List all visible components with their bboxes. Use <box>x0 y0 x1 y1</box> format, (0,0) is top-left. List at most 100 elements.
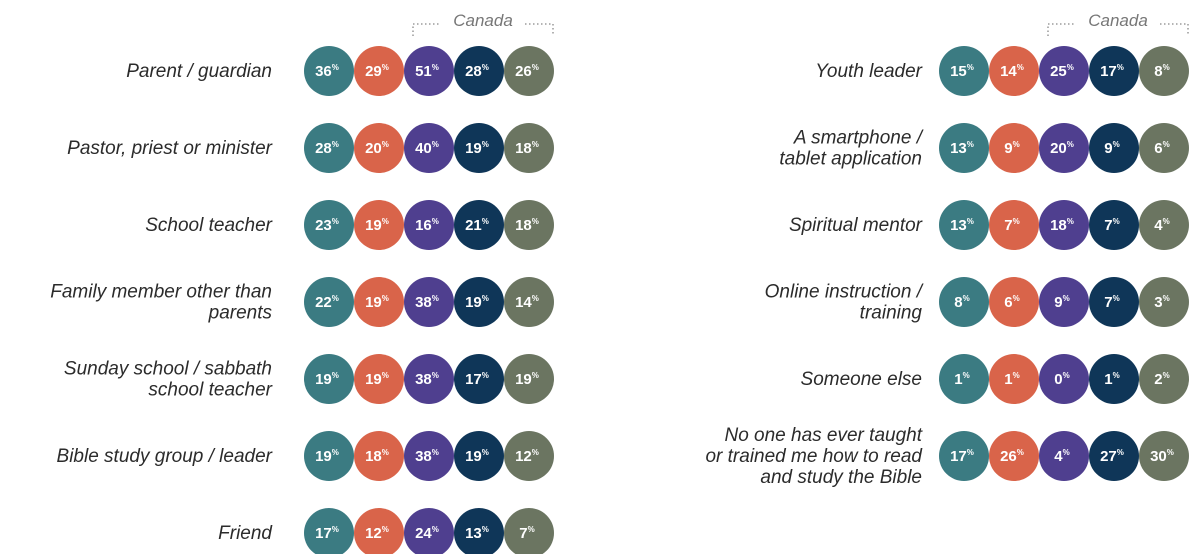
value-circle <box>404 46 454 96</box>
value-number: 19 <box>365 371 382 388</box>
value-circle <box>504 46 554 96</box>
value-label: 13% <box>950 140 974 157</box>
value-number: 9 <box>1104 140 1112 157</box>
value-circle <box>939 46 989 96</box>
value-circle <box>989 431 1039 481</box>
value-unit: % <box>382 371 389 380</box>
value-number: 8 <box>954 294 962 311</box>
value-label: 7% <box>1104 294 1119 311</box>
value-circle <box>304 431 354 481</box>
value-unit: % <box>332 63 339 72</box>
value-unit: % <box>963 294 970 303</box>
value-circle <box>939 200 989 250</box>
value-circle <box>1139 200 1189 250</box>
value-circle <box>354 508 404 554</box>
value-unit: % <box>1063 294 1070 303</box>
value-circle <box>939 123 989 173</box>
value-label: 17% <box>950 448 974 465</box>
value-label: 17% <box>315 525 339 542</box>
value-unit: % <box>967 217 974 226</box>
value-number: 17 <box>1100 63 1117 80</box>
value-number: 38 <box>415 448 432 465</box>
value-circle <box>989 46 1039 96</box>
value-unit: % <box>382 217 389 226</box>
value-circle <box>354 277 404 327</box>
value-unit: % <box>432 217 439 226</box>
value-label: 1% <box>1104 371 1119 388</box>
value-label: 14% <box>1000 63 1024 80</box>
value-label: 40% <box>415 140 439 157</box>
value-circle <box>939 431 989 481</box>
value-number: 14 <box>1000 63 1017 80</box>
row-label: parents <box>208 303 273 324</box>
value-unit: % <box>382 525 389 534</box>
value-number: 8 <box>1154 63 1162 80</box>
value-label: 18% <box>515 140 539 157</box>
value-label: 8% <box>954 294 969 311</box>
value-number: 26 <box>515 63 532 80</box>
value-unit: % <box>382 63 389 72</box>
value-circle <box>404 200 454 250</box>
value-label: 14% <box>515 294 539 311</box>
value-circle <box>454 46 504 96</box>
value-circle <box>989 123 1039 173</box>
value-number: 27 <box>1100 448 1117 465</box>
value-number: 21 <box>465 217 482 234</box>
value-unit: % <box>1113 294 1120 303</box>
row-label: School teacher <box>145 215 272 236</box>
value-unit: % <box>482 294 489 303</box>
row-label: A smartphone / <box>793 128 924 149</box>
value-label: 19% <box>465 448 489 465</box>
value-label: 3% <box>1154 294 1169 311</box>
value-circle <box>1039 431 1089 481</box>
value-number: 25 <box>1050 63 1067 80</box>
value-label: 4% <box>1154 217 1169 234</box>
value-circle <box>504 354 554 404</box>
value-unit: % <box>432 63 439 72</box>
value-number: 22 <box>315 294 332 311</box>
group-bracket <box>412 23 554 36</box>
value-label: 27% <box>1100 448 1124 465</box>
value-circle <box>1089 200 1139 250</box>
value-circle <box>1039 123 1089 173</box>
value-label: 9% <box>1054 294 1069 311</box>
value-unit: % <box>532 371 539 380</box>
value-circle <box>354 46 404 96</box>
value-unit: % <box>532 217 539 226</box>
value-circle <box>1139 354 1189 404</box>
value-label: 1% <box>954 371 969 388</box>
value-number: 28 <box>315 140 332 157</box>
value-label: 0% <box>1054 371 1069 388</box>
value-number: 7 <box>519 525 527 542</box>
value-label: 6% <box>1154 140 1169 157</box>
value-unit: % <box>1163 217 1170 226</box>
value-number: 7 <box>1104 217 1112 234</box>
value-number: 36 <box>315 63 332 80</box>
value-circle <box>504 200 554 250</box>
value-circle <box>1089 431 1139 481</box>
value-unit: % <box>1163 140 1170 149</box>
value-unit: % <box>432 294 439 303</box>
value-unit: % <box>1013 294 1020 303</box>
value-unit: % <box>1013 371 1020 380</box>
value-number: 38 <box>415 371 432 388</box>
value-label: 20% <box>1050 140 1074 157</box>
value-number: 12 <box>365 525 382 542</box>
value-unit: % <box>382 140 389 149</box>
row-label: Pastor, priest or minister <box>67 138 273 159</box>
value-unit: % <box>432 448 439 457</box>
row-label: school teacher <box>148 380 272 401</box>
value-label: 8% <box>1154 63 1169 80</box>
value-circle <box>1089 354 1139 404</box>
value-unit: % <box>967 63 974 72</box>
value-circle <box>304 354 354 404</box>
value-unit: % <box>432 525 439 534</box>
value-circle <box>989 200 1039 250</box>
value-number: 19 <box>515 371 532 388</box>
value-label: 25% <box>1050 63 1074 80</box>
value-number: 28 <box>465 63 482 80</box>
value-number: 19 <box>315 371 332 388</box>
value-number: 51 <box>415 63 432 80</box>
value-number: 16 <box>415 217 432 234</box>
value-label: 20% <box>365 140 389 157</box>
